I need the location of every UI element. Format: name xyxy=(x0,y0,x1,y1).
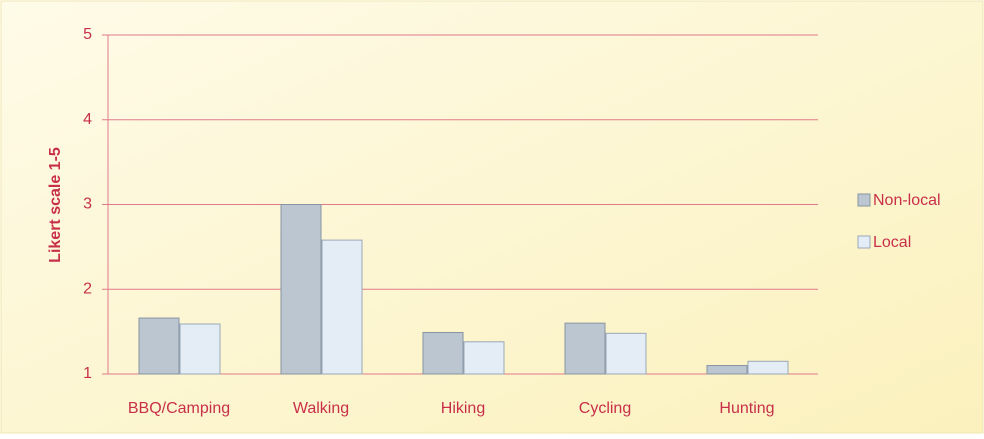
bar xyxy=(463,341,505,375)
bar xyxy=(321,239,363,375)
bar xyxy=(747,360,789,375)
x-tick-label: BBQ/Camping xyxy=(128,400,230,417)
legend-label: Local xyxy=(873,234,911,251)
bar xyxy=(280,204,322,375)
y-tick-label: 5 xyxy=(83,26,92,43)
legend-label: Non-local xyxy=(873,192,941,209)
y-tick-label: 1 xyxy=(83,365,92,382)
bar xyxy=(706,365,748,375)
bar xyxy=(564,322,606,375)
x-tick-label: Cycling xyxy=(579,400,631,417)
y-tick-label: 3 xyxy=(83,196,92,213)
legend-swatch xyxy=(857,193,871,207)
x-tick-label: Walking xyxy=(293,400,349,417)
y-axis-label: Likert scale 1-5 xyxy=(47,147,64,263)
x-tick-label: Hiking xyxy=(441,400,485,417)
x-tick-label: Hunting xyxy=(719,400,774,417)
y-tick-label: 4 xyxy=(83,111,92,128)
bar xyxy=(422,331,464,375)
bar xyxy=(138,317,180,375)
bar xyxy=(179,323,221,375)
bar xyxy=(605,332,647,375)
y-tick-label: 2 xyxy=(83,280,92,297)
legend-swatch xyxy=(857,235,871,249)
